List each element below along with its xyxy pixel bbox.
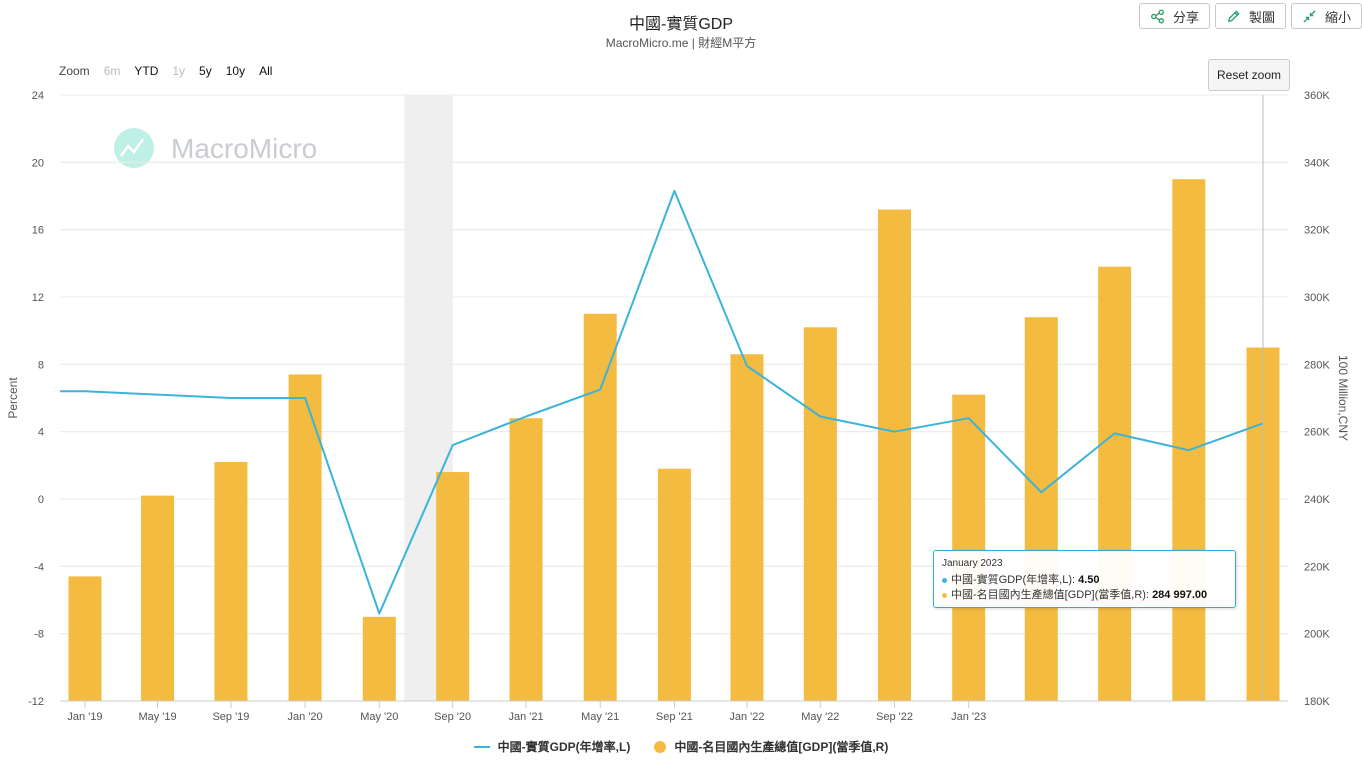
range-ytd-button[interactable]: YTD bbox=[134, 64, 159, 78]
edit-chart-button[interactable]: 製圖 bbox=[1214, 3, 1286, 29]
right-tick-label: 360K bbox=[1304, 90, 1330, 102]
left-tick-label: 4 bbox=[38, 427, 44, 439]
bar bbox=[878, 209, 912, 701]
right-axis-title: 100 Million,CNY bbox=[1336, 355, 1350, 441]
x-tick-label: May '19 bbox=[138, 711, 176, 723]
left-tick-label: 16 bbox=[32, 225, 44, 237]
toolbar: 分享 製圖 縮小 bbox=[1138, 3, 1362, 29]
x-tick-label: Sep '19 bbox=[212, 711, 249, 723]
right-tick-label: 240K bbox=[1304, 494, 1330, 506]
legend-item-real-gdp[interactable]: 中國-實質GDP(年增率,L) bbox=[473, 738, 631, 755]
range-all-button[interactable]: All bbox=[259, 64, 273, 78]
x-tick-label: May '20 bbox=[360, 711, 398, 723]
tooltip-bar-dot bbox=[942, 592, 947, 598]
x-tick-label: May '21 bbox=[581, 711, 619, 723]
legend-label-real-gdp: 中國-實質GDP(年增率,L) bbox=[497, 740, 631, 754]
shrink-icon bbox=[1303, 9, 1316, 23]
right-tick-label: 220K bbox=[1304, 561, 1330, 573]
x-tick-label: Jan '22 bbox=[729, 711, 764, 723]
range-selector: Zoom 6m YTD 1y 5y 10y All bbox=[59, 64, 272, 78]
bar bbox=[141, 495, 175, 701]
reset-zoom-button[interactable]: Reset zoom bbox=[1208, 59, 1290, 91]
legend-label-nominal-gdp: 中國-名目國內生產總值[GDP](當季值,R) bbox=[674, 740, 889, 754]
x-tick-label: May '22 bbox=[801, 711, 839, 723]
legend-bar-swatch bbox=[654, 740, 667, 753]
legend-item-nominal-gdp[interactable]: 中國-名目國內生產總值[GDP](當季值,R) bbox=[654, 738, 888, 755]
range-10y-button[interactable]: 10y bbox=[225, 64, 246, 78]
bar bbox=[730, 354, 764, 701]
share-icon bbox=[1150, 9, 1164, 23]
bar bbox=[214, 461, 248, 701]
edit-chart-label: 製圖 bbox=[1248, 9, 1275, 25]
share-button[interactable]: 分享 bbox=[1138, 3, 1210, 29]
watermark-logo-mark bbox=[119, 138, 145, 157]
right-tick-label: 180K bbox=[1304, 696, 1330, 708]
left-tick-label: 24 bbox=[32, 90, 44, 102]
left-tick-label: -12 bbox=[28, 696, 44, 708]
bar bbox=[509, 418, 543, 701]
share-label: 分享 bbox=[1172, 9, 1199, 25]
tooltip-bar-label: 中國-名目國內生產總值[GDP](當季值,R): bbox=[951, 589, 1153, 601]
left-axis-title: Percent bbox=[6, 377, 20, 419]
bar bbox=[1024, 317, 1058, 701]
watermark: MacroMicro bbox=[114, 128, 317, 168]
bar bbox=[803, 327, 837, 701]
x-tick-label: Sep '20 bbox=[434, 711, 471, 723]
range-5y-button[interactable]: 5y bbox=[199, 64, 212, 78]
range-selector-label: Zoom bbox=[59, 64, 90, 78]
tooltip-line-dot bbox=[942, 577, 947, 583]
bar bbox=[362, 616, 396, 701]
left-tick-label: 0 bbox=[38, 494, 44, 506]
right-tick-label: 320K bbox=[1304, 225, 1330, 237]
right-tick-label: 300K bbox=[1304, 292, 1330, 304]
x-tick-label: Jan '20 bbox=[288, 711, 323, 723]
tooltip-row-bar: 中國-名目國內生產總值[GDP](當季值,R): 284 997.00 bbox=[942, 588, 1227, 603]
bar bbox=[436, 472, 470, 701]
x-tick-label: Jan '23 bbox=[951, 711, 986, 723]
bar bbox=[583, 313, 617, 701]
right-tick-label: 200K bbox=[1304, 629, 1330, 641]
left-tick-label: 12 bbox=[32, 292, 44, 304]
pencil-icon bbox=[1227, 10, 1240, 22]
watermark-logo-icon bbox=[114, 128, 154, 168]
right-tick-label: 340K bbox=[1304, 157, 1330, 169]
tooltip-header: January 2023 bbox=[942, 558, 1003, 569]
x-tick-label: Sep '21 bbox=[656, 711, 693, 723]
left-tick-label: -4 bbox=[34, 561, 44, 573]
range-6m-button[interactable]: 6m bbox=[103, 64, 121, 78]
line-series-real-gdp bbox=[60, 189, 1264, 615]
tooltip-line-value: 4.50 bbox=[1078, 574, 1100, 586]
left-tick-label: -8 bbox=[34, 629, 44, 641]
tooltip-bar-value: 284 997.00 bbox=[1152, 589, 1208, 601]
chart-title: 中國-實質GDP bbox=[628, 16, 733, 33]
range-1y-button[interactable]: 1y bbox=[172, 64, 186, 78]
x-tick-label: Jan '19 bbox=[67, 711, 102, 723]
left-tick-label: 20 bbox=[32, 157, 44, 169]
bar bbox=[952, 394, 986, 701]
x-tick-label: Sep '22 bbox=[876, 711, 913, 723]
shrink-button[interactable]: 縮小 bbox=[1290, 3, 1362, 29]
tooltip-line-label: 中國-實質GDP(年增率,L): bbox=[951, 574, 1079, 586]
bar bbox=[288, 374, 322, 701]
watermark-text: MacroMicro bbox=[171, 133, 317, 164]
shrink-label: 縮小 bbox=[1324, 9, 1351, 25]
tooltip-row-line: 中國-實質GDP(年增率,L): 4.50 bbox=[942, 573, 1227, 588]
right-tick-label: 260K bbox=[1304, 427, 1330, 439]
right-tick-label: 280K bbox=[1304, 359, 1330, 371]
bar bbox=[657, 468, 691, 701]
x-tick-label: Jan '21 bbox=[508, 711, 543, 723]
bar bbox=[1172, 179, 1206, 701]
legend: 中國-實質GDP(年增率,L) 中國-名目國內生產總值[GDP](當季值,R) bbox=[0, 738, 1362, 755]
chart-subtitle: MacroMicro.me | 財經M平方 bbox=[605, 36, 757, 50]
legend-line-swatch bbox=[473, 745, 490, 748]
bar bbox=[68, 576, 102, 701]
left-tick-label: 8 bbox=[38, 359, 44, 371]
bar bbox=[1098, 266, 1132, 701]
tooltip: January 2023 中國-實質GDP(年增率,L): 4.50 中國-名目… bbox=[933, 550, 1236, 608]
